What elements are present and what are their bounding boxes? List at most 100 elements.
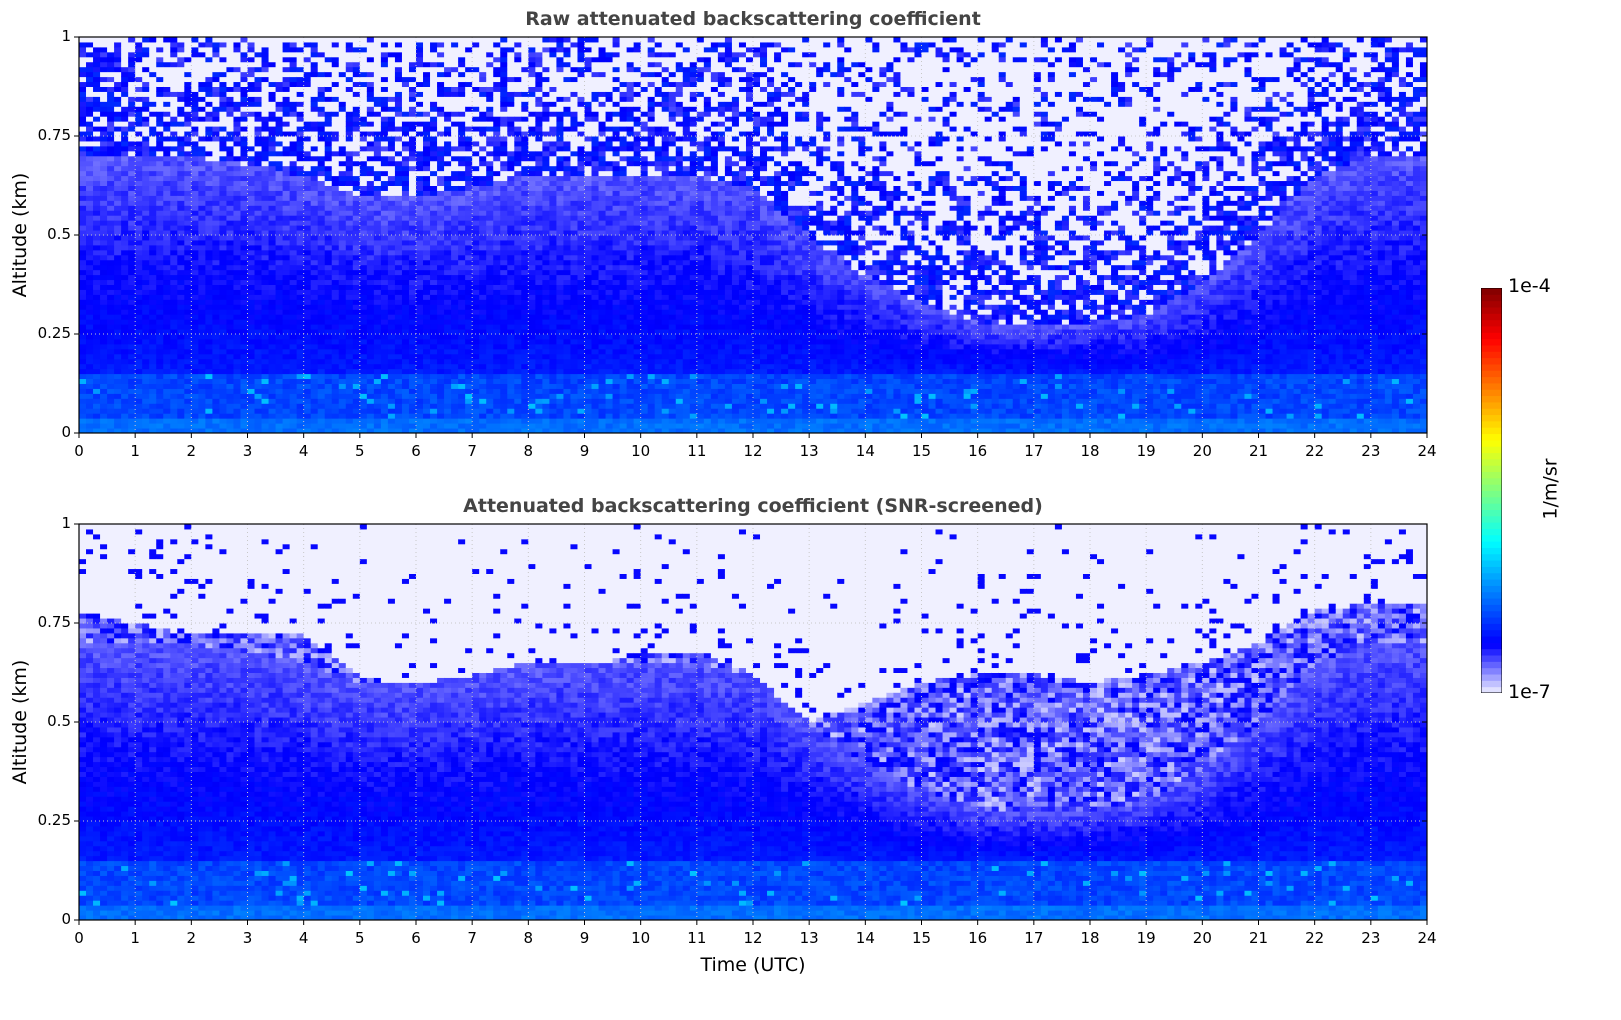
heatmap-cell	[352, 180, 361, 186]
heatmap-cell	[275, 299, 284, 305]
heatmap-cell	[296, 230, 305, 236]
heatmap-cell	[324, 284, 333, 290]
heatmap-cell	[458, 398, 466, 404]
heatmap-cell	[401, 106, 410, 112]
heatmap-cell	[373, 383, 382, 389]
heatmap-cell	[184, 423, 192, 429]
heatmap-cell	[282, 329, 291, 335]
heatmap-cell	[86, 235, 94, 241]
heatmap-cell	[107, 220, 115, 226]
heatmap-cell	[163, 121, 171, 127]
heatmap-cell	[170, 86, 178, 92]
heatmap-cell	[219, 334, 227, 340]
heatmap-cell	[184, 363, 192, 370]
heatmap-cell	[352, 150, 361, 157]
heatmap-cell	[142, 358, 150, 365]
heatmap-cell	[408, 353, 417, 360]
heatmap-cell	[282, 46, 291, 53]
heatmap-cell	[331, 413, 340, 419]
heatmap-cell	[366, 160, 375, 167]
heatmap-cell	[296, 111, 305, 117]
heatmap-cell	[268, 418, 277, 424]
heatmap-cell	[338, 86, 347, 92]
heatmap-cell	[338, 37, 347, 43]
heatmap-cell	[444, 244, 452, 251]
heatmap-cell	[121, 91, 129, 97]
heatmap-cell	[79, 210, 87, 216]
heatmap-cell	[121, 353, 129, 360]
heatmap-cell	[240, 353, 248, 360]
heatmap-cell	[289, 368, 298, 375]
heatmap-cell	[303, 244, 312, 251]
heatmap-cell	[289, 363, 298, 370]
heatmap-cell	[184, 383, 192, 389]
heatmap-cell	[289, 56, 298, 63]
heatmap-cell	[205, 210, 213, 216]
heatmap-cell	[338, 259, 347, 266]
heatmap-cell	[156, 239, 164, 246]
heatmap-cell	[345, 274, 354, 281]
heatmap-cell	[430, 403, 438, 409]
heatmap-cell	[416, 249, 424, 256]
heatmap-cell	[282, 160, 291, 167]
heatmap-cell	[254, 131, 263, 137]
heatmap-cell	[282, 418, 291, 424]
heatmap-cell	[198, 37, 206, 43]
heatmap-cell	[282, 259, 291, 266]
heatmap-cell	[500, 343, 508, 350]
heatmap-cell	[507, 190, 515, 196]
heatmap-cell	[170, 195, 178, 201]
heatmap-cell	[198, 259, 206, 266]
heatmap-cell	[240, 46, 248, 53]
heatmap-cell	[507, 383, 515, 389]
heatmap-cell	[191, 324, 199, 330]
heatmap-cell	[261, 195, 270, 201]
heatmap-cell	[156, 304, 164, 310]
heatmap-cell	[184, 225, 192, 231]
heatmap-cell	[401, 398, 410, 404]
heatmap-cell	[149, 61, 157, 68]
heatmap-cell	[380, 66, 389, 73]
heatmap-cell	[303, 140, 312, 147]
heatmap-cell	[437, 423, 445, 429]
heatmap-cell	[345, 348, 354, 355]
heatmap-cell	[170, 41, 178, 48]
heatmap-cell	[394, 314, 403, 320]
heatmap-cell	[93, 334, 101, 340]
heatmap-cell	[93, 205, 101, 211]
heatmap-cell	[387, 289, 396, 295]
heatmap-cell	[465, 363, 473, 370]
heatmap-cell	[479, 259, 487, 266]
heatmap-cell	[408, 86, 417, 92]
heatmap-cell	[205, 225, 213, 231]
heatmap-cell	[380, 353, 389, 360]
heatmap-cell	[296, 210, 305, 216]
heatmap-cell	[373, 106, 382, 112]
heatmap-cell	[247, 86, 256, 92]
heatmap-cell	[366, 319, 375, 325]
heatmap-cell	[373, 185, 382, 191]
heatmap-cell	[240, 284, 248, 290]
heatmap-cell	[514, 338, 522, 345]
heatmap-cell	[177, 101, 185, 107]
heatmap-cell	[107, 299, 115, 305]
heatmap-cell	[296, 61, 305, 68]
heatmap-cell	[107, 358, 115, 365]
heatmap-cell	[507, 428, 515, 434]
heatmap-cell	[163, 299, 171, 305]
heatmap-cell	[254, 56, 263, 63]
heatmap-cell	[331, 101, 340, 107]
heatmap-cell	[198, 393, 206, 399]
heatmap-cell	[107, 41, 115, 48]
heatmap-cell	[121, 324, 129, 330]
heatmap-cell	[289, 314, 298, 320]
heatmap-cell	[100, 324, 108, 330]
heatmap-cell	[184, 66, 192, 73]
heatmap-cell	[401, 408, 410, 414]
heatmap-cell	[170, 210, 178, 216]
heatmap-cell	[296, 195, 305, 201]
heatmap-cell	[261, 358, 270, 365]
heatmap-cell	[128, 289, 136, 295]
heatmap-cell	[380, 96, 389, 102]
heatmap-cell	[177, 145, 185, 152]
